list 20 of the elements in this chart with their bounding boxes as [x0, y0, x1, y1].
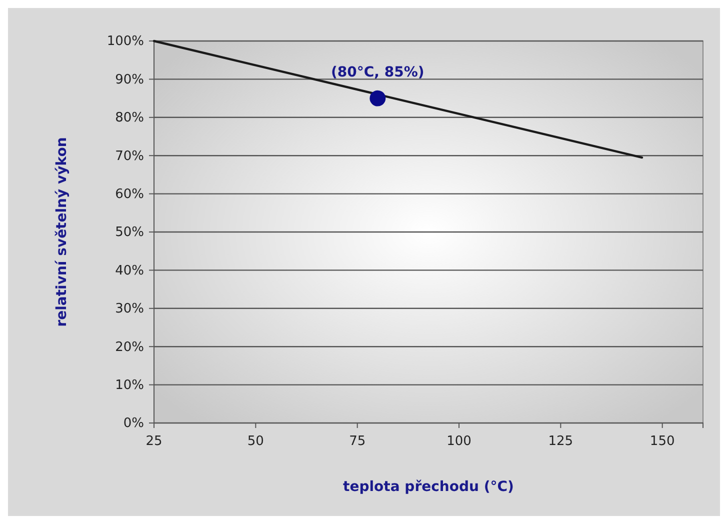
y-tick-label: 0% — [123, 416, 144, 432]
y-tick-label: 40% — [115, 263, 144, 278]
y-tick-label: 80% — [115, 110, 144, 126]
y-tick-label: 90% — [115, 72, 144, 88]
x-tick-label: 50 — [247, 434, 264, 450]
y-axis-title: relativní světelný výkon — [54, 137, 70, 327]
y-tick-label: 50% — [115, 225, 144, 240]
x-tick-label: 125 — [548, 434, 574, 450]
x-tick-label: 100 — [446, 434, 472, 450]
y-tick-label: 70% — [115, 148, 144, 164]
y-tick-label: 20% — [115, 340, 144, 355]
x-tick-label: 75 — [349, 434, 366, 450]
annotation: (80°C, 85%) — [331, 64, 424, 80]
y-tick-label: 30% — [115, 302, 144, 317]
y-tick-label: 60% — [115, 186, 144, 202]
x-tick-label: 25 — [146, 434, 162, 450]
y-tick-label: 100% — [106, 34, 144, 50]
y-tick-label: 10% — [115, 378, 144, 393]
x-tick-label: 150 — [650, 434, 675, 450]
x-axis-title: teplota přechodu (°C) — [343, 479, 514, 495]
